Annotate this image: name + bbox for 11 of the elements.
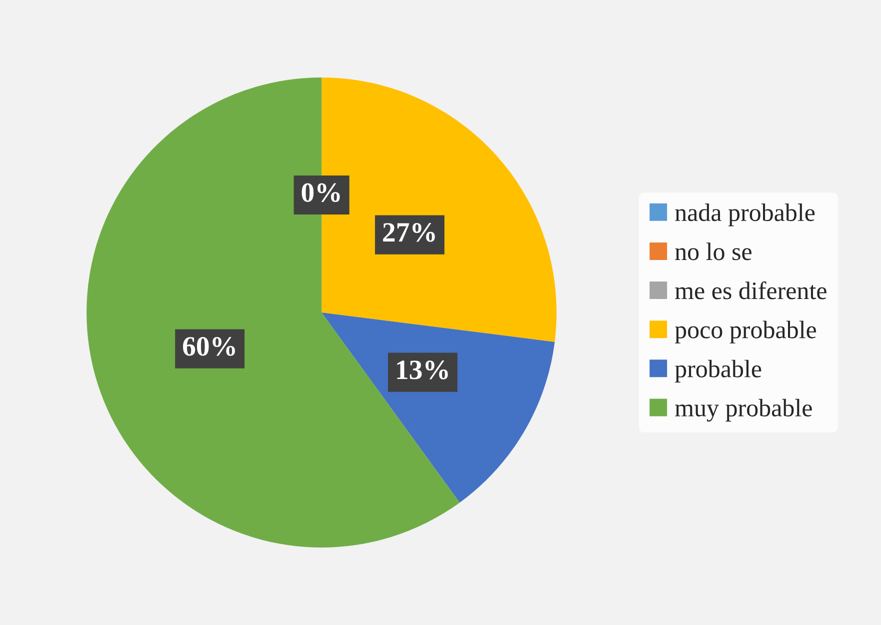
- legend-label: nada probable: [675, 204, 815, 226]
- legend-label: no lo se: [675, 242, 752, 260]
- data-label: 27%: [383, 223, 435, 242]
- legend-label: probable: [674, 360, 762, 382]
- data-label: 13%: [397, 360, 448, 380]
- pie-slice: [86, 78, 460, 548]
- legend-label: me es diferente: [675, 281, 826, 300]
- data-label: 60%: [182, 337, 235, 356]
- text: 0%: [302, 183, 340, 202]
- legend-label: muy probable: [675, 398, 812, 422]
- legend-label: poco probable: [674, 320, 816, 344]
